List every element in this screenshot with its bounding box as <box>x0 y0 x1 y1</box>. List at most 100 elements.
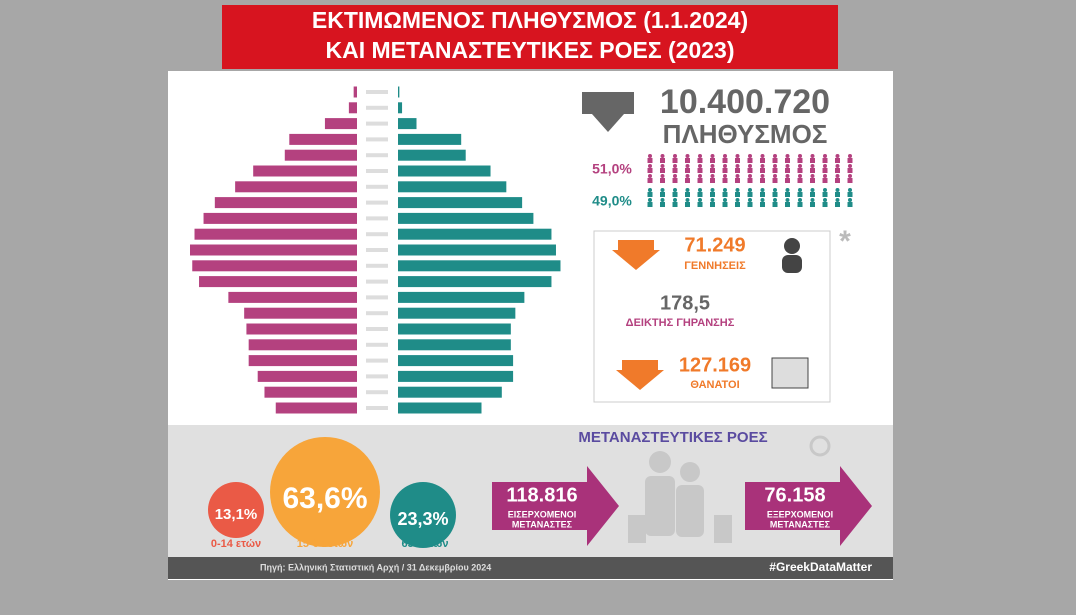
person-icon <box>710 198 715 202</box>
age-label-box <box>366 327 388 331</box>
female-bar <box>348 102 357 114</box>
age-label-box <box>366 374 388 379</box>
male-bar <box>398 212 534 224</box>
person-icon <box>847 178 853 183</box>
inflow-label: ΜΕΤΑΝΑΣΤΕΣ <box>512 519 573 529</box>
person-icon <box>647 202 653 207</box>
person-icon <box>835 178 840 183</box>
deaths-value: 127.169 <box>679 354 751 376</box>
person-icon <box>673 174 677 178</box>
person-icon <box>723 188 727 192</box>
person-icon <box>773 188 777 192</box>
person-icon <box>760 164 765 168</box>
outflow-arrow <box>745 466 872 546</box>
person-icon <box>810 188 815 192</box>
male-bar <box>398 355 514 367</box>
age-label-box <box>366 184 388 189</box>
person-icon <box>647 192 653 197</box>
person-icon <box>847 168 853 173</box>
person-icon <box>697 158 703 163</box>
female-bar <box>289 133 357 145</box>
male-share: 49,0% <box>592 193 632 209</box>
person-icon <box>773 174 777 178</box>
person-icon <box>760 188 765 192</box>
person-icon <box>660 188 665 192</box>
pyramid <box>190 86 561 414</box>
female-bar <box>253 165 357 177</box>
person-icon <box>723 198 727 202</box>
person-icon <box>672 202 678 207</box>
person-icon <box>735 178 740 183</box>
person-icon <box>697 192 703 197</box>
population-value: 10.400.720 <box>660 83 830 121</box>
person-icon <box>848 154 852 158</box>
person-icon <box>710 192 715 197</box>
person-icon <box>685 192 690 197</box>
age-label-box <box>366 342 388 347</box>
person-icon <box>747 168 753 173</box>
person-icon <box>747 178 753 183</box>
person-icon <box>810 158 815 163</box>
person-icon <box>698 154 702 158</box>
age-label-box <box>366 90 388 94</box>
age-label-box <box>366 105 388 110</box>
person-icon <box>685 164 690 168</box>
person-icon <box>660 168 665 173</box>
male-bar <box>398 323 511 335</box>
female-bar <box>194 228 357 240</box>
births-label: ΓΕΝΝΗΣΕΙΣ <box>684 260 746 272</box>
person-icon <box>735 158 740 163</box>
person-icon <box>797 158 803 163</box>
age-circle <box>390 482 456 548</box>
person-icon <box>772 178 778 183</box>
person-icon <box>785 168 790 173</box>
person-icon <box>773 154 777 158</box>
deaths-label: ΘΑΝΑΤΟΙ <box>690 379 739 391</box>
male-bar <box>398 370 514 382</box>
age-share: 23,3% <box>397 509 448 529</box>
person-icon <box>722 178 728 183</box>
person-icon <box>760 202 765 207</box>
person-icon <box>722 202 728 207</box>
person-icon <box>810 178 815 183</box>
person-icon <box>823 174 827 178</box>
female-bar <box>324 118 357 130</box>
person-icon <box>710 164 715 168</box>
person-icon <box>722 192 728 197</box>
age-label-box <box>366 153 388 158</box>
person-icon <box>660 192 665 197</box>
person-icon <box>648 198 652 202</box>
male-bar <box>398 181 507 193</box>
person-icon <box>748 174 752 178</box>
person-icon <box>698 198 702 202</box>
person-icon <box>722 158 728 163</box>
person-icon <box>760 198 765 202</box>
inflow-value: 118.816 <box>506 484 577 506</box>
person-icon <box>698 164 702 168</box>
person-icon <box>822 168 828 173</box>
person-icon <box>810 174 815 178</box>
person-icon <box>760 154 765 158</box>
age-label-box <box>366 232 388 237</box>
person-icon <box>685 168 690 173</box>
person-icon <box>785 188 790 192</box>
female-share: 51,0% <box>592 161 632 177</box>
female-bar <box>192 260 357 272</box>
person-icon <box>673 188 677 192</box>
person-icon <box>822 202 828 207</box>
person-icon <box>673 154 677 158</box>
population-label: ΠΛΗΘΥΣΜΟΣ <box>663 119 828 149</box>
male-bar <box>398 86 400 98</box>
person-icon <box>660 178 665 183</box>
male-bar <box>398 276 552 288</box>
person-icon <box>847 202 853 207</box>
person-icon <box>785 178 790 183</box>
person-icon <box>672 192 678 197</box>
person-icon <box>685 198 690 202</box>
person-icon <box>797 202 803 207</box>
aging-label: ΔΕΙΚΤΗΣ ΓΗΡΑΝΣΗΣ <box>626 317 735 329</box>
age-label-box <box>366 200 388 205</box>
person-icon <box>798 198 802 202</box>
person-icon <box>735 198 740 202</box>
